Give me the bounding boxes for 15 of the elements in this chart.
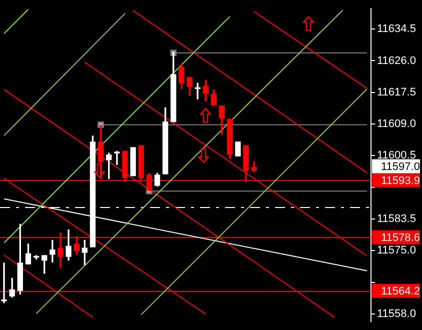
y-tick-label: 11609.0 bbox=[377, 118, 416, 130]
y-tick-label: 11634.5 bbox=[377, 23, 416, 36]
y-tick-label: 11575.0 bbox=[377, 244, 416, 257]
y-tick-label: 11558.0 bbox=[377, 308, 416, 320]
ref-line-label: 11578.6 bbox=[381, 232, 420, 244]
candlestick bbox=[1, 262, 7, 304]
y-tick-label: 11617.5 bbox=[377, 86, 416, 98]
text: 11597.0 bbox=[381, 160, 420, 173]
y-tick-label: 11600.5 bbox=[377, 150, 416, 162]
candlestick bbox=[50, 240, 56, 263]
y-tick-label: 11583.5 bbox=[377, 213, 416, 226]
candlestick bbox=[114, 150, 120, 165]
y-tick-label: 11626.0 bbox=[377, 54, 416, 67]
ref-line-label: 11593.9 bbox=[381, 174, 420, 187]
ref-line-label: 11564.2 bbox=[381, 285, 420, 298]
